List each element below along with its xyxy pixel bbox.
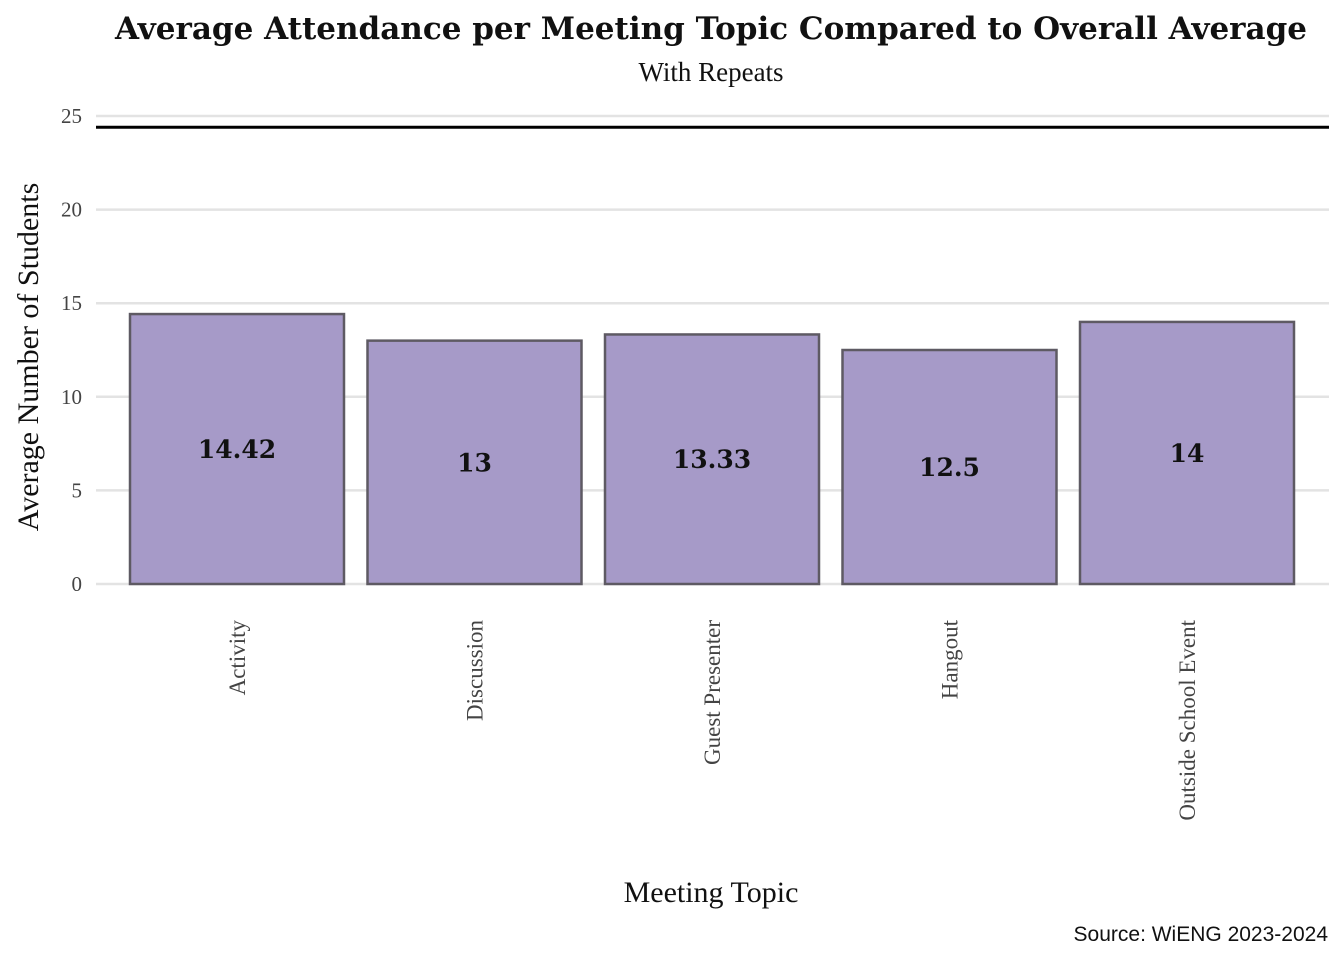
bar-outside-school-event [1078, 320, 1296, 586]
chart-caption: Source: WiENG 2023-2024 [1074, 923, 1329, 946]
y-axis-title: Average Number of Students [12, 183, 45, 532]
y-tick-label-20: 20 [61, 198, 82, 222]
bar-value-labels: 14.42 13 13.33 12.5 14 [198, 435, 1205, 482]
bar-hangout [841, 348, 1058, 586]
x-tick-label-hangout: Hangout [938, 619, 963, 699]
chart-title: Average Attendance per Meeting Topic Com… [114, 11, 1307, 47]
bar-discussion [366, 339, 583, 586]
bar-activity [128, 312, 346, 586]
x-tick-label-outside-school-event: Outside School Event [1175, 619, 1200, 820]
x-tick-label-discussion: Discussion [463, 620, 488, 721]
y-tick-label-15: 15 [61, 291, 82, 315]
y-tick-label-5: 5 [72, 478, 83, 502]
x-tick-label-guest-presenter: Guest Presenter [700, 620, 725, 765]
x-axis-ticks: Activity Discussion Guest Presenter Hangout… [225, 619, 1200, 820]
bar-value-label-activity: 14.42 [198, 435, 276, 464]
bar-value-label-outside-school-event: 14 [1170, 439, 1205, 468]
bar-value-label-discussion: 13 [457, 448, 492, 477]
x-axis-title: Meeting Topic [624, 876, 799, 909]
bar-guest-presenter [603, 333, 821, 586]
bars [128, 312, 1296, 586]
y-tick-label-0: 0 [72, 572, 83, 596]
bar-value-label-hangout: 12.5 [919, 453, 980, 482]
y-tick-label-25: 25 [61, 104, 82, 128]
chart-subtitle: With Repeats [638, 57, 783, 87]
x-tick-label-activity: Activity [225, 620, 250, 696]
y-tick-label-10: 10 [61, 385, 82, 409]
y-axis-ticks: 0 5 10 15 20 25 [61, 104, 82, 596]
bar-value-label-guest-presenter: 13.33 [673, 445, 751, 474]
